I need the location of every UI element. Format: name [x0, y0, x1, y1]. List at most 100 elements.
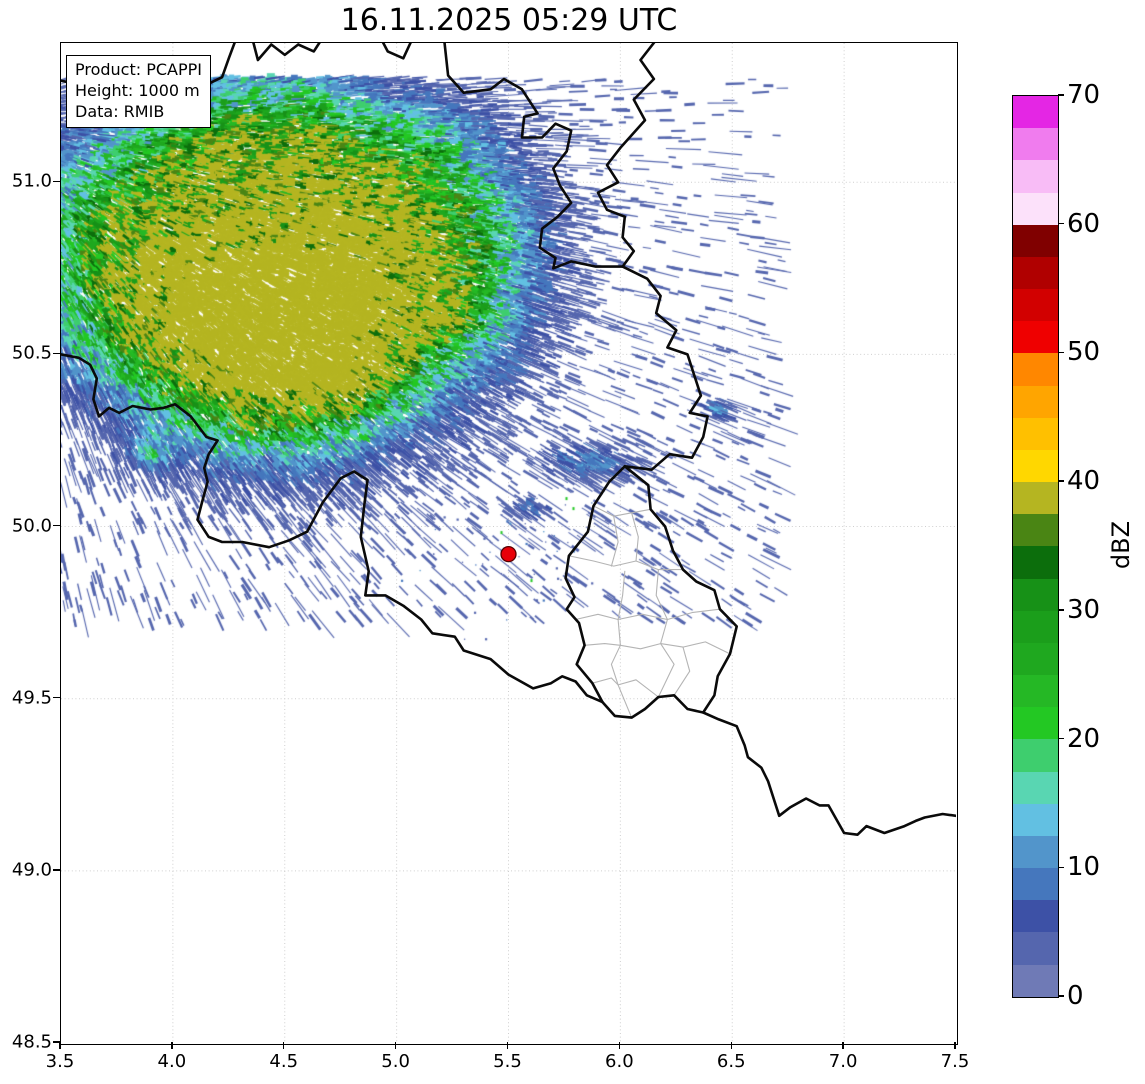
y-tick-label: 48.5 [11, 1031, 52, 1053]
plot-title: 16.11.2025 05:29 UTC [340, 3, 678, 38]
colorbar-tick-label: 30 [1067, 594, 1101, 625]
y-tick-mark [53, 180, 60, 182]
colorbar-tick-mark [1058, 351, 1065, 354]
y-tick-label: 50.5 [11, 342, 52, 364]
y-tick-label: 49.5 [11, 687, 52, 709]
colorbar-tick-mark [1058, 995, 1065, 997]
country-borders-overlay [61, 43, 956, 836]
colorbar-band [1013, 675, 1058, 708]
x-tick-label: 4.0 [157, 1051, 187, 1072]
x-tick-label: 5.0 [381, 1051, 410, 1072]
y-tick-mark [53, 697, 60, 699]
luxembourg-canton-border [568, 555, 684, 571]
colorbar-band [1013, 835, 1058, 869]
x-tick-label: 3.5 [45, 1051, 75, 1072]
colorbar-band [1013, 900, 1058, 933]
colorbar-unit-label: dBZ [1107, 520, 1135, 570]
luxembourg-canton-border [631, 512, 639, 562]
y-tick-mark [53, 869, 60, 871]
luxembourg-canton-border [673, 646, 691, 696]
luxembourg-canton-border [592, 505, 652, 517]
height-info-line: Height: 1000 m [75, 81, 200, 101]
colorbar-tick-label: 0 [1067, 981, 1084, 1011]
country-border [252, 43, 321, 62]
x-tick-label: 5.5 [493, 1051, 522, 1072]
colorbar-band [1013, 289, 1058, 322]
colorbar-tick-label: 20 [1067, 723, 1101, 754]
colorbar-tick-label: 60 [1067, 208, 1101, 239]
colorbar-band [1013, 160, 1058, 193]
country-border [443, 43, 624, 270]
country-border [621, 265, 709, 471]
colorbar-tick-label: 50 [1067, 337, 1101, 368]
luxembourg-canton-border [655, 569, 675, 698]
x-tick-mark [171, 1042, 173, 1049]
country-border [381, 43, 412, 60]
colorbar-band [1013, 321, 1058, 354]
country-border [596, 43, 656, 268]
radar-echo-canvas [61, 43, 956, 1043]
colorbar-tick-mark [1058, 737, 1065, 740]
colorbar [1012, 95, 1059, 998]
luxembourg-canton-border [584, 641, 731, 655]
data-source-info-line: Data: RMIB [75, 102, 165, 122]
colorbar-band [1013, 385, 1058, 418]
x-tick-mark [618, 1042, 621, 1049]
luxembourg-canton-border [610, 515, 619, 567]
colorbar-tick-mark [1058, 480, 1065, 482]
colorbar-tick-mark [1058, 94, 1065, 96]
luxembourg-canton-border [591, 677, 659, 698]
x-tick-mark [394, 1042, 397, 1049]
colorbar-band [1013, 546, 1058, 579]
x-tick-label: 4.5 [269, 1051, 299, 1072]
colorbar-band [1013, 224, 1058, 257]
colorbar-band [1013, 739, 1058, 772]
product-info-box: Product: PCAPPI Height: 1000 m Data: RMI… [66, 55, 212, 129]
colorbar-band [1013, 417, 1058, 450]
colorbar-band [1013, 771, 1058, 804]
colorbar-band [1013, 642, 1058, 676]
y-tick-label: 51.0 [11, 170, 52, 192]
x-tick-label: 7.0 [828, 1051, 858, 1072]
colorbar-band [1013, 256, 1058, 290]
country-border [701, 711, 956, 836]
colorbar-band [1013, 803, 1058, 836]
colorbar-band [1013, 353, 1058, 386]
colorbar-tick-mark [1058, 609, 1065, 611]
colorbar-band [1013, 932, 1058, 965]
colorbar-band [1013, 192, 1058, 225]
x-tick-mark [730, 1042, 732, 1049]
colorbar-band [1013, 578, 1058, 611]
colorbar-band [1013, 449, 1058, 483]
product-info-line: Product: PCAPPI [75, 60, 203, 79]
x-tick-mark [954, 1042, 956, 1049]
colorbar-band [1013, 610, 1058, 643]
plot-area: Product: PCAPPI Height: 1000 m Data: RMI… [60, 42, 958, 1045]
luxembourg-canton-border [575, 608, 721, 621]
colorbar-band [1013, 96, 1058, 129]
x-tick-label: 6.0 [605, 1051, 634, 1072]
colorbar-band [1013, 707, 1058, 740]
x-tick-label: 7.5 [940, 1051, 970, 1072]
colorbar-band [1013, 868, 1058, 901]
colorbar-band [1013, 482, 1058, 515]
y-tick-mark [53, 352, 60, 355]
y-tick-label: 50.0 [11, 515, 52, 537]
colorbar-tick-label: 70 [1067, 80, 1101, 110]
y-tick-mark [53, 1041, 60, 1043]
country-border [61, 353, 604, 704]
colorbar-tick-mark [1058, 866, 1065, 868]
colorbar-band [1013, 128, 1058, 161]
x-tick-mark [842, 1042, 844, 1049]
x-tick-label: 6.5 [716, 1051, 746, 1072]
radar-site-marker [500, 545, 517, 563]
x-tick-mark [59, 1042, 61, 1049]
colorbar-tick-mark [1058, 223, 1065, 225]
luxembourg-border [564, 465, 738, 719]
y-tick-label: 49.0 [11, 859, 52, 881]
colorbar-band [1013, 514, 1058, 547]
x-tick-mark [283, 1042, 285, 1049]
y-tick-mark [53, 524, 60, 527]
colorbar-tick-label: 40 [1067, 466, 1101, 497]
